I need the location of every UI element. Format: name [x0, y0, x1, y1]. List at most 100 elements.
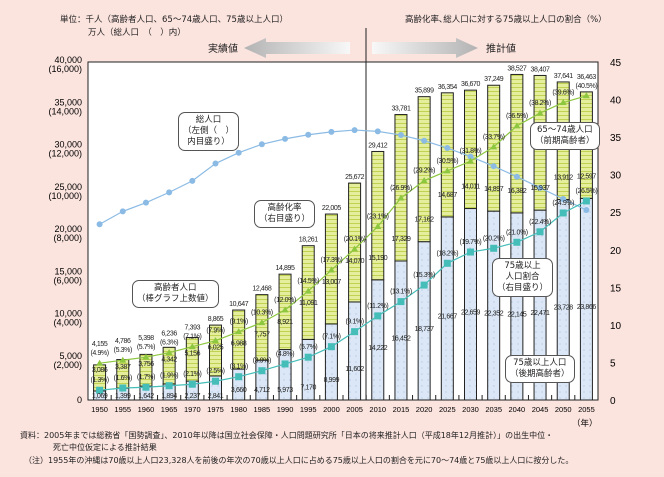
age-65-74-label: 3,756 — [138, 361, 154, 368]
elderly-total-label: 38,527 — [507, 65, 527, 72]
age-65-74-label: 5,156 — [185, 351, 201, 358]
share-75-label: (9.1%) — [345, 319, 363, 326]
aging-rate-label: (4.9%) — [90, 350, 108, 357]
aging-rate-label: (6.3%) — [160, 340, 178, 347]
share-75-label: (7.1%) — [322, 334, 340, 341]
share-75-point — [281, 360, 289, 368]
share-75-label: (1.6%) — [114, 375, 132, 382]
callout-text: 65～74歳人口 — [536, 125, 593, 135]
total-population-point — [258, 141, 265, 148]
share-75-line — [99, 200, 587, 391]
right-axis-tick: 5 — [610, 358, 616, 369]
share-75-label: (5.7%) — [299, 344, 317, 351]
aging-rate-label: (31.8%) — [460, 148, 482, 155]
source-note-2: 死亡中位仮定による推計結果 — [53, 443, 157, 452]
bar-65-74 — [440, 92, 454, 218]
aging-rate-label: (40.5%) — [576, 83, 598, 90]
age-75-label: 21,667 — [438, 313, 458, 320]
unit-label-left: 単位：千人（高齢者人口、65～74歳人口、75歳以上人口） — [60, 15, 288, 25]
callout-text: 75歳以上人口 — [513, 358, 567, 368]
callout-elderly-pop: 高齢者人口 （棒グラフ上数値） — [132, 280, 219, 308]
callout-text: 内目盛り） — [187, 137, 230, 147]
x-axis-label: 2040 — [509, 405, 526, 414]
share-75-point — [235, 373, 243, 381]
right-axis-tick: 15 — [610, 283, 622, 294]
bar-65-74 — [394, 114, 408, 262]
aging-rate-point — [96, 359, 104, 366]
age-65-74-label: 7,757 — [254, 332, 270, 339]
x-axis-label: 1970 — [184, 405, 201, 414]
aging-rate-label: (7.1%) — [183, 334, 201, 341]
aging-rate-point — [374, 222, 382, 229]
share-75-label: (19.7%) — [460, 239, 482, 246]
arrow-left-icon — [244, 38, 350, 58]
total-population-point — [166, 189, 173, 196]
callout-text: 総人口 — [195, 115, 222, 125]
age-75-label: 5,973 — [277, 387, 293, 394]
age-65-74-label: 11,091 — [299, 300, 318, 307]
callout-text: （左側（ ） — [183, 126, 235, 136]
age-65-74-label: 13,007 — [322, 279, 342, 286]
x-axis-label: 2035 — [485, 405, 502, 414]
aging-rate-label: (5.3%) — [114, 347, 132, 354]
bar-75-plus — [464, 208, 477, 401]
aging-rate-point — [142, 353, 150, 360]
x-axis-label: 1995 — [300, 405, 317, 414]
age-65-74-label: 14,011 — [461, 184, 480, 191]
aging-rate-label: (20.1%) — [344, 236, 366, 243]
age-75-label: 23,866 — [577, 304, 597, 311]
aging-rate-point — [351, 245, 359, 252]
left-axis-tick-alt: (8,000) — [53, 233, 82, 243]
callout-text: （右目盛り） — [497, 283, 549, 293]
age-75-label: 7,170 — [300, 385, 316, 392]
age-75-label: 1,069 — [92, 393, 108, 400]
share-75-point — [467, 248, 474, 256]
age-75-label: 8,999 — [324, 377, 340, 384]
age-75-label: 22,145 — [507, 311, 527, 318]
share-75-point — [443, 259, 451, 267]
bar-75-plus — [371, 279, 385, 401]
age-75-label: 3,660 — [231, 387, 247, 394]
age-75-label: 23,728 — [554, 305, 574, 312]
share-75-point — [536, 228, 544, 236]
right-axis-tick: 30 — [610, 171, 622, 182]
left-axis-tick: 35,000 — [54, 97, 82, 107]
aging-rate-label: (23.1%) — [367, 213, 389, 220]
callout-aging-rate: 高齢化率 （右目盛り） — [254, 200, 316, 228]
bar-75-plus — [348, 301, 362, 401]
aging-rate-label: (5.7%) — [137, 344, 155, 351]
left-axis-tick: 25,000 — [54, 182, 82, 192]
left-axis-tick-alt: (2,000) — [53, 360, 82, 370]
age-65-74-label: 3,387 — [115, 364, 131, 371]
share-75-label: (1.7%) — [137, 374, 155, 381]
share-75-point — [212, 377, 219, 385]
age-75-label: 22,352 — [484, 311, 504, 318]
age-65-74-label: 16,382 — [507, 188, 527, 195]
x-axis-label: 2020 — [416, 405, 433, 414]
aging-rate-point — [443, 167, 451, 174]
age-75-label: 1,399 — [115, 393, 131, 400]
aging-rate-point — [559, 99, 567, 106]
callout-text: （後期高齢者） — [510, 369, 570, 379]
total-population-point — [537, 184, 544, 191]
bar-75-plus — [255, 359, 269, 401]
elderly-total-label: 4,786 — [115, 338, 131, 345]
elderly-total-label: 36,670 — [461, 81, 481, 88]
elderly-total-label: 38,407 — [531, 66, 551, 73]
bar-65-74 — [417, 96, 431, 243]
aging-rate-label: (14.5%) — [297, 278, 319, 285]
right-axis-tick: 20 — [610, 246, 622, 257]
elderly-total-label: 36,463 — [577, 74, 597, 81]
x-axis-label: 2015 — [393, 405, 410, 414]
left-axis-tick-alt: (10,000) — [48, 191, 82, 201]
aging-rate-label: (29.2%) — [413, 168, 435, 175]
share-75-label: (1.3%) — [90, 377, 108, 384]
total-population-point — [421, 137, 428, 144]
elderly-total-label: 5,398 — [138, 335, 154, 342]
x-axis-label: 1965 — [161, 405, 178, 414]
callout-75: 75歳以上人口 （後期高齢者） — [505, 355, 575, 383]
x-axis-label: 1980 — [230, 405, 247, 414]
share-75-label: (3.9%) — [253, 358, 271, 365]
age-75-label: 2,237 — [185, 393, 201, 400]
x-axis-label: 1955 — [114, 405, 131, 414]
